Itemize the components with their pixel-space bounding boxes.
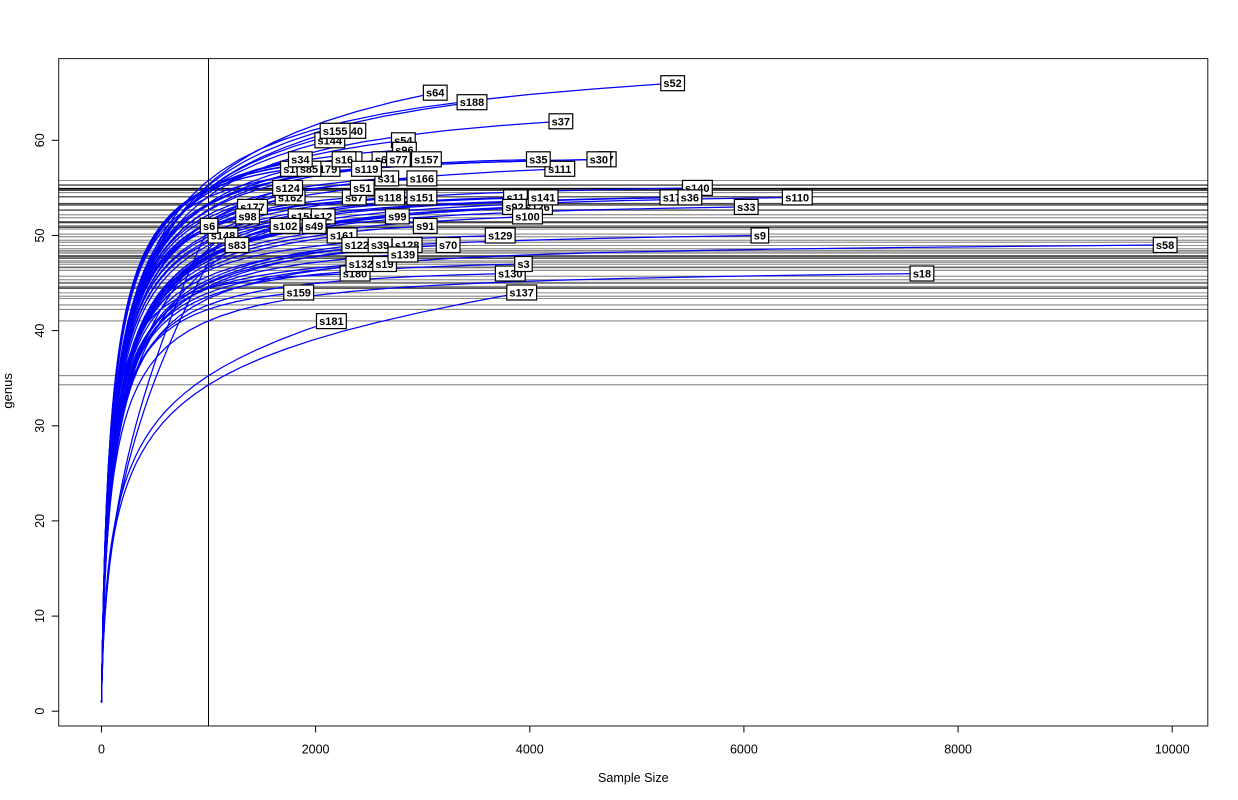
- svg-text:s122: s122: [345, 240, 369, 252]
- svg-text:s6: s6: [203, 221, 215, 233]
- svg-text:s9: s9: [754, 231, 766, 243]
- svg-text:Sample Size: Sample Size: [598, 771, 669, 785]
- svg-text:s52: s52: [663, 78, 681, 90]
- svg-text:s30: s30: [590, 154, 608, 166]
- svg-text:8000: 8000: [944, 743, 972, 757]
- svg-text:s98: s98: [238, 211, 256, 223]
- svg-text:s16: s16: [335, 154, 353, 166]
- svg-text:s110: s110: [785, 192, 809, 204]
- svg-text:0: 0: [33, 708, 47, 715]
- svg-text:s3: s3: [517, 259, 529, 271]
- svg-text:s83: s83: [228, 240, 246, 252]
- svg-text:10: 10: [33, 609, 47, 623]
- svg-text:s99: s99: [388, 211, 406, 223]
- svg-text:s49: s49: [305, 221, 323, 233]
- svg-text:s58: s58: [1156, 240, 1174, 252]
- svg-text:s17: s17: [663, 192, 681, 204]
- svg-text:s39: s39: [371, 240, 389, 252]
- svg-text:s70: s70: [439, 240, 457, 252]
- svg-text:20: 20: [33, 514, 47, 528]
- svg-text:s132: s132: [349, 259, 373, 271]
- svg-text:s157: s157: [414, 154, 438, 166]
- svg-text:s139: s139: [391, 250, 415, 262]
- svg-text:s151: s151: [410, 192, 434, 204]
- svg-text:s137: s137: [509, 288, 533, 300]
- svg-text:s77: s77: [389, 154, 407, 166]
- svg-text:2000: 2000: [302, 743, 330, 757]
- svg-text:s37: s37: [552, 116, 570, 128]
- svg-text:s18: s18: [913, 269, 931, 281]
- svg-text:s188: s188: [460, 97, 484, 109]
- svg-text:40: 40: [33, 324, 47, 338]
- svg-text:s91: s91: [416, 221, 434, 233]
- svg-text:s124: s124: [275, 183, 300, 195]
- svg-text:s35: s35: [529, 154, 547, 166]
- svg-text:30: 30: [33, 419, 47, 433]
- svg-text:s119: s119: [355, 164, 379, 176]
- svg-text:s31: s31: [378, 173, 396, 185]
- svg-text:s34: s34: [291, 154, 310, 166]
- svg-text:genus: genus: [0, 373, 15, 409]
- svg-text:50: 50: [33, 229, 47, 243]
- svg-text:s129: s129: [488, 231, 512, 243]
- svg-text:s33: s33: [737, 202, 755, 214]
- svg-text:s100: s100: [515, 211, 539, 223]
- svg-text:s102: s102: [273, 221, 297, 233]
- svg-text:4000: 4000: [516, 743, 544, 757]
- svg-text:s155: s155: [323, 126, 347, 138]
- svg-text:s51: s51: [353, 183, 371, 195]
- svg-text:s159: s159: [286, 288, 310, 300]
- svg-text:10000: 10000: [1155, 743, 1190, 757]
- svg-text:s64: s64: [426, 88, 445, 100]
- svg-text:s181: s181: [319, 316, 343, 328]
- svg-text:s141: s141: [531, 192, 555, 204]
- svg-text:6000: 6000: [730, 743, 758, 757]
- svg-text:s166: s166: [410, 173, 434, 185]
- svg-text:s118: s118: [378, 192, 402, 204]
- svg-text:0: 0: [98, 743, 105, 757]
- svg-text:s111: s111: [548, 164, 571, 176]
- svg-text:s36: s36: [681, 192, 699, 204]
- svg-text:60: 60: [33, 133, 47, 147]
